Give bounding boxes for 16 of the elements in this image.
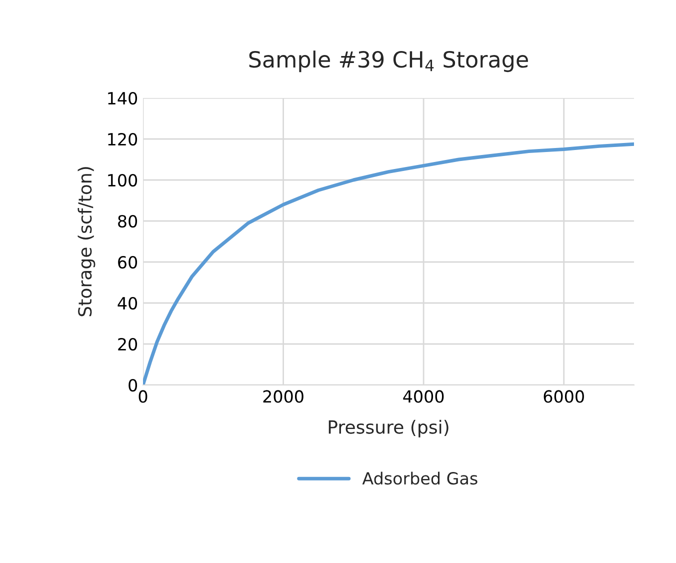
x-tick-label: 4000 bbox=[403, 390, 444, 403]
x-tick-label: 6000 bbox=[544, 390, 584, 403]
y-tick-label: 80 bbox=[118, 214, 138, 228]
x-tick-label: 2000 bbox=[263, 390, 304, 403]
y-tick-label: 120 bbox=[108, 132, 138, 146]
y-tick-label: 0 bbox=[128, 378, 138, 392]
x-tick-label: 0 bbox=[138, 390, 148, 403]
y-axis-title: Storage (scf/ton) bbox=[78, 167, 96, 316]
y-tick-label: 100 bbox=[108, 174, 138, 187]
chart-title: Sample #39 CH$_{4}$ Storage bbox=[249, 50, 528, 72]
y-tick-label: 40 bbox=[118, 296, 138, 310]
y-tick-label: 60 bbox=[118, 256, 138, 269]
y-tick-label: 20 bbox=[118, 338, 138, 351]
y-tick-label: 140 bbox=[108, 92, 138, 105]
x-axis-title: Pressure (psi) bbox=[328, 420, 448, 438]
legend-label: Adsorbed Gas bbox=[362, 472, 478, 485]
